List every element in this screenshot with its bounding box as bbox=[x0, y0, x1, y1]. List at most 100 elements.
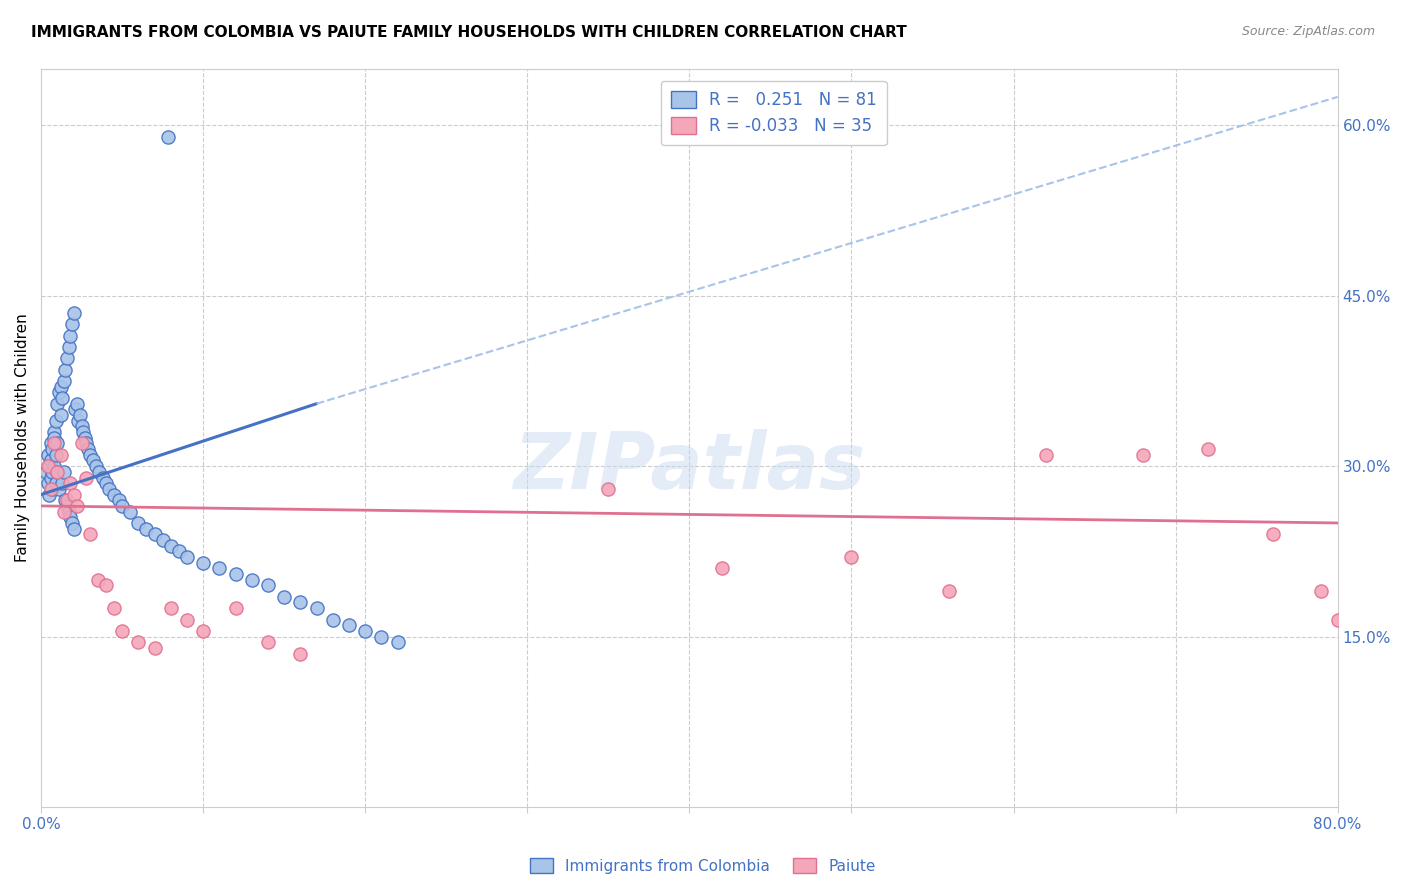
Point bbox=[62, 522, 84, 536]
Point bbox=[290, 647, 312, 661]
Point bbox=[63, 402, 86, 417]
Point bbox=[1310, 584, 1333, 599]
Point bbox=[257, 578, 280, 592]
Point bbox=[305, 601, 328, 615]
Point bbox=[1197, 442, 1219, 456]
Point bbox=[94, 476, 117, 491]
Point bbox=[42, 459, 65, 474]
Point bbox=[67, 414, 90, 428]
Point bbox=[156, 129, 179, 144]
Point bbox=[135, 522, 157, 536]
Point bbox=[45, 448, 67, 462]
Point bbox=[387, 635, 409, 649]
Point bbox=[152, 533, 174, 547]
Point bbox=[56, 499, 79, 513]
Point bbox=[354, 624, 377, 638]
Point bbox=[42, 436, 65, 450]
Point bbox=[42, 425, 65, 439]
Y-axis label: Family Households with Children: Family Households with Children bbox=[15, 313, 30, 562]
Point bbox=[41, 465, 63, 479]
Point bbox=[46, 397, 69, 411]
Point bbox=[69, 408, 91, 422]
Point bbox=[49, 379, 72, 393]
Point bbox=[66, 397, 89, 411]
Point bbox=[60, 516, 83, 530]
Point bbox=[127, 635, 149, 649]
Point bbox=[51, 476, 73, 491]
Point bbox=[56, 493, 79, 508]
Point bbox=[84, 459, 107, 474]
Point bbox=[159, 539, 181, 553]
Point bbox=[45, 476, 67, 491]
Point bbox=[39, 482, 62, 496]
Point bbox=[59, 510, 82, 524]
Point bbox=[73, 431, 96, 445]
Point bbox=[76, 470, 98, 484]
Text: Source: ZipAtlas.com: Source: ZipAtlas.com bbox=[1241, 25, 1375, 38]
Point bbox=[273, 590, 295, 604]
Point bbox=[111, 499, 134, 513]
Point bbox=[120, 505, 142, 519]
Point bbox=[1035, 448, 1057, 462]
Point bbox=[55, 362, 77, 376]
Point bbox=[46, 465, 69, 479]
Point bbox=[42, 431, 65, 445]
Point bbox=[48, 385, 70, 400]
Point bbox=[176, 613, 198, 627]
Point bbox=[48, 482, 70, 496]
Point bbox=[39, 453, 62, 467]
Legend: R =   0.251   N = 81, R = -0.033   N = 35: R = 0.251 N = 81, R = -0.033 N = 35 bbox=[661, 80, 887, 145]
Point bbox=[60, 317, 83, 331]
Point bbox=[94, 578, 117, 592]
Point bbox=[58, 340, 80, 354]
Point bbox=[49, 408, 72, 422]
Point bbox=[1132, 448, 1154, 462]
Point bbox=[70, 419, 93, 434]
Point bbox=[1326, 613, 1348, 627]
Point bbox=[82, 453, 104, 467]
Point bbox=[52, 465, 75, 479]
Point bbox=[167, 544, 190, 558]
Point bbox=[59, 328, 82, 343]
Point bbox=[52, 374, 75, 388]
Point bbox=[46, 465, 69, 479]
Point bbox=[98, 482, 121, 496]
Point bbox=[193, 556, 215, 570]
Point bbox=[143, 640, 166, 655]
Point bbox=[51, 391, 73, 405]
Point bbox=[45, 414, 67, 428]
Point bbox=[37, 476, 59, 491]
Point bbox=[257, 635, 280, 649]
Point bbox=[49, 448, 72, 462]
Point bbox=[41, 482, 63, 496]
Point bbox=[46, 436, 69, 450]
Point bbox=[710, 561, 733, 575]
Point bbox=[56, 351, 79, 366]
Point bbox=[337, 618, 360, 632]
Point bbox=[35, 465, 58, 479]
Legend: Immigrants from Colombia, Paiute: Immigrants from Colombia, Paiute bbox=[524, 852, 882, 880]
Point bbox=[59, 476, 82, 491]
Point bbox=[38, 459, 60, 474]
Point bbox=[39, 470, 62, 484]
Point bbox=[41, 442, 63, 456]
Point bbox=[55, 493, 77, 508]
Point bbox=[111, 624, 134, 638]
Point bbox=[66, 499, 89, 513]
Point bbox=[37, 459, 59, 474]
Point bbox=[79, 527, 101, 541]
Point bbox=[1261, 527, 1284, 541]
Point bbox=[370, 630, 392, 644]
Point bbox=[225, 601, 247, 615]
Point bbox=[87, 573, 110, 587]
Point bbox=[290, 595, 312, 609]
Point bbox=[143, 527, 166, 541]
Point bbox=[225, 567, 247, 582]
Point bbox=[77, 442, 100, 456]
Point bbox=[76, 436, 98, 450]
Point bbox=[79, 448, 101, 462]
Point bbox=[62, 306, 84, 320]
Point bbox=[193, 624, 215, 638]
Point bbox=[322, 613, 344, 627]
Point bbox=[208, 561, 231, 575]
